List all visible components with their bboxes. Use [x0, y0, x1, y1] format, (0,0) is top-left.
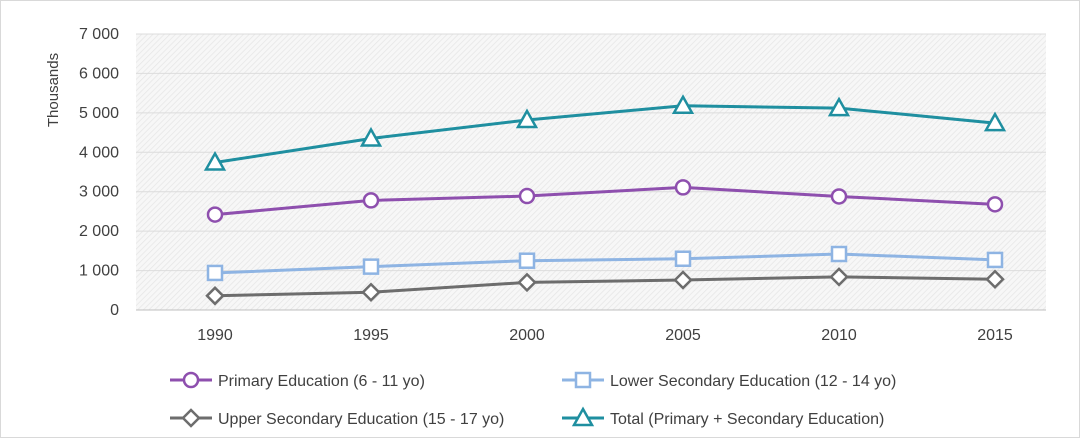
legend-marker [571, 406, 595, 427]
plot-area [136, 34, 1046, 310]
legend-item: Total (Primary + Secondary Education) [562, 406, 884, 428]
data-point [985, 269, 1005, 290]
data-point [206, 264, 224, 282]
series-lines [203, 94, 1007, 306]
data-point [518, 187, 536, 205]
series-line [214, 104, 996, 165]
data-point [361, 282, 381, 303]
data-point [362, 192, 380, 209]
data-point [830, 188, 848, 205]
y-tick-label: 3 000 [79, 184, 119, 201]
data-point [986, 196, 1004, 213]
y-tick-label: 1 000 [79, 263, 119, 280]
series-line [214, 252, 996, 275]
x-tick-label: 1995 [353, 327, 389, 344]
y-tick-label: 0 [110, 302, 119, 319]
x-tick-label: 2005 [665, 327, 701, 344]
legend-item: Primary Education (6 - 11 yo) [170, 371, 425, 390]
legend-label: Lower Secondary Education (12 - 14 yo) [610, 373, 896, 390]
y-tick-label: 6 000 [79, 65, 119, 82]
data-point [362, 258, 380, 275]
series-triangle [203, 94, 1007, 171]
data-point [674, 250, 692, 267]
y-tick-label: 5 000 [79, 105, 119, 122]
data-point [518, 252, 536, 269]
y-axis-title: Thousands [45, 53, 62, 127]
x-tick-label: 2015 [977, 327, 1013, 344]
data-point [517, 272, 537, 293]
legend-label: Total (Primary + Secondary Education) [610, 411, 884, 428]
data-point [671, 94, 695, 115]
data-point [674, 179, 692, 196]
x-tick-label: 2010 [821, 327, 857, 344]
data-point [830, 245, 848, 263]
x-tick-label: 1990 [197, 327, 233, 344]
legend: Primary Education (6 - 11 yo) Lower Secon… [170, 371, 896, 428]
data-point [829, 267, 849, 287]
series-square [206, 245, 1004, 282]
legend-item: Upper Secondary Education (15 - 17 yo) [170, 408, 504, 428]
legend-marker [182, 371, 200, 389]
y-tick-labels: 0 1 000 2 000 3 000 4 000 5 000 6 000 7 000 [79, 26, 119, 319]
data-point [515, 108, 539, 129]
data-point [359, 126, 383, 147]
data-point [203, 150, 227, 171]
data-point [986, 251, 1004, 269]
data-point [205, 286, 225, 306]
data-point [206, 206, 224, 223]
x-tick-labels: 1990 1995 2000 2005 2010 2015 [197, 327, 1013, 344]
series-line [214, 185, 996, 217]
series-circle [206, 179, 1004, 223]
legend-label: Upper Secondary Education (15 - 17 yo) [218, 411, 504, 428]
legend-item: Lower Secondary Education (12 - 14 yo) [562, 371, 896, 390]
legend-marker [574, 371, 592, 389]
data-point [827, 96, 851, 117]
y-tick-label: 2 000 [79, 223, 119, 240]
series-line [214, 275, 996, 298]
series-diamond [205, 267, 1005, 306]
legend-label: Primary Education (6 - 11 yo) [218, 373, 425, 390]
data-point [983, 111, 1007, 132]
legend-marker [181, 408, 201, 428]
x-tick-label: 2000 [509, 327, 545, 344]
data-point [673, 270, 693, 290]
y-tick-label: 7 000 [79, 26, 119, 43]
y-tick-label: 4 000 [79, 144, 119, 161]
